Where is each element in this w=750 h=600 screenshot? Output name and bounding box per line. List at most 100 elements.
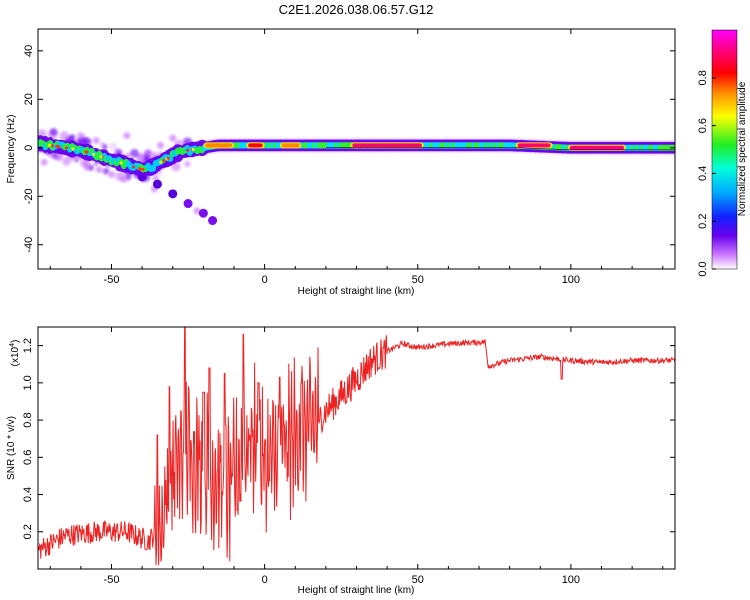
snr-x-tick-label: 50 (412, 574, 424, 586)
snr-y-axis-title: SNR (10 * v/v) (6, 416, 17, 480)
snr-y-ticks: 0.2 0.4 0.6 0.8 1.0 1.2 (22, 338, 675, 539)
spectrogram-scatter-point (77, 132, 85, 140)
spectrogram-scatter-point (120, 175, 128, 183)
spectrogram-scatter-blob (99, 141, 105, 147)
snr-scale-label: (x104) (9, 340, 21, 367)
colorbar-tick-label: 0.2 (697, 214, 709, 229)
snr-x-tick-label: -50 (104, 574, 120, 586)
snr-y-tick-label: 0.6 (22, 450, 34, 465)
spectrogram-scatter-point (123, 132, 131, 140)
svg-text:(x104): (x104) (9, 340, 21, 367)
spectrogram-branch-point (198, 208, 208, 218)
spectrogram-scatter-point (169, 134, 177, 142)
spectrogram-hot-dot (85, 150, 89, 154)
spectrogram-x-axis-title: Height of straight line (km) (298, 286, 415, 297)
spectrogram-scatter-point (92, 137, 100, 145)
spectrogram-scatter-point (108, 170, 115, 178)
colorbar-tick-label: 0.8 (697, 70, 709, 85)
spectrogram-hot-dot (55, 144, 59, 148)
spectrogram-scatter-blob (62, 156, 71, 166)
colorbar-label: Normalized spectral amplitude (737, 81, 748, 216)
spectrogram-hot-dot (186, 148, 190, 152)
snr-x-axis-title: Height of straight line (km) (298, 585, 415, 596)
spectrogram-hot-segment (517, 143, 551, 148)
snr-x-tick-label: 100 (562, 574, 580, 586)
spectrogram-y-tick-label: 0 (23, 145, 35, 151)
spectrogram-branch-point (208, 216, 218, 226)
spectrogram-hot-dot (162, 159, 166, 163)
spectrogram-x-tick-label: 100 (562, 274, 580, 286)
spectrogram-scatter-blob (130, 148, 139, 158)
colorbar-ticks: 0.0 0.2 0.4 0.6 0.8 (697, 70, 716, 277)
snr-scale-exponent: 4 (9, 343, 16, 347)
spectrogram-y-tick-label: 20 (23, 93, 35, 105)
spectrogram-hot-segment (248, 143, 263, 148)
snr-x-tick-label: 0 (262, 574, 268, 586)
spectrogram-scatter-blob (49, 128, 58, 136)
spectrogram-hot-dot (48, 143, 52, 147)
spectrogram-x-tick-label: 0 (262, 274, 268, 286)
spectrogram-layer (38, 128, 675, 226)
spectrogram-y-tick-label: -40 (23, 237, 35, 253)
spectrogram-y-ticks: 40 20 0 -20 -40 (23, 45, 675, 253)
snr-panel: -50 0 50 100 0.2 0.4 0.6 0.8 1.0 1.2 Height of s… (6, 326, 676, 596)
spectrogram-scatter-blob (116, 148, 121, 154)
snr-y-tick-label: 0.8 (22, 412, 34, 427)
spectrogram-x-ticks: -50 0 50 100 (49, 29, 664, 286)
colorbar-frame (711, 29, 738, 270)
spectrogram-hot-dot (50, 144, 54, 148)
spectrogram-ridge-line (325, 147, 675, 151)
spectrogram-hot-dot (159, 160, 163, 164)
spectrogram-hot-segment (569, 145, 624, 150)
colorbar-tick-label: 0.6 (697, 118, 709, 133)
snr-y-tick-label: 0.2 (22, 524, 34, 539)
spectrogram-scatter-point (40, 158, 48, 166)
spectrogram-panel: -50 0 50 100 40 20 0 -20 -40 Height of straight… (6, 28, 676, 297)
spectrogram-scatter-blob (126, 152, 131, 157)
snr-scale-base: (x10 (10, 346, 21, 366)
spectrogram-x-tick-label: 50 (412, 274, 424, 286)
spectrogram-x-tick-label: -50 (104, 274, 120, 286)
snr-y-tick-label: 1.0 (22, 375, 34, 390)
spectrogram-y-tick-label: 40 (23, 45, 35, 57)
spectrogram-scatter-point (95, 166, 103, 174)
snr-x-ticks: -50 0 50 100 (49, 327, 664, 586)
chart-title: C2E1.2026.038.06.57.G12 (279, 2, 434, 17)
spectrogram-hot-dot (92, 152, 96, 156)
spectrogram-scatter-blob (69, 134, 76, 140)
spectrogram-y-tick-label: -20 (23, 188, 35, 204)
spectrogram-scatter-blob (102, 167, 110, 175)
spectrogram-scatter-blob (137, 153, 145, 161)
colorbar-tick-label: 0.0 (697, 261, 709, 276)
colorbar: 0.0 0.2 0.4 0.6 0.8 Normalized spectral ampl… (697, 29, 748, 277)
spectrogram-scatter-point (144, 149, 152, 157)
spectrogram-scatter-point (83, 163, 91, 171)
spectrogram-hot-segment (352, 143, 422, 148)
spectrogram-hot-dot (191, 147, 195, 151)
snr-y-tick-label: 0.4 (22, 487, 34, 502)
spectrogram-branch-point (152, 179, 162, 189)
spectrogram-hot-dot (57, 145, 61, 149)
spectrogram-hot-dot (119, 161, 123, 165)
spectrogram-hot-dot (99, 155, 103, 159)
colorbar-tick-label: 0.4 (697, 166, 709, 181)
spectrogram-hot-dot (141, 167, 145, 171)
spectrogram-hot-dot (64, 146, 68, 150)
snr-y-tick-label: 1.2 (22, 338, 34, 353)
spectrogram-hot-dot (166, 156, 170, 160)
spectrogram-branch-point (168, 189, 178, 199)
spectrogram-scatter-blob (59, 131, 70, 141)
snr-scale-close: ) (10, 340, 21, 343)
snr-series-line (38, 327, 675, 566)
spectrogram-scatter-point (157, 141, 164, 149)
spectrogram-hot-dot (71, 147, 75, 151)
spectrogram-y-axis-title: Frequency (Hz) (6, 115, 17, 184)
snr-plot-area (38, 327, 675, 569)
spectrogram-scatter-blob (184, 160, 191, 168)
spectrogram-hot-segment (205, 143, 232, 148)
spectrogram-hot-dot (138, 167, 142, 171)
spectrogram-scatter-blob (107, 143, 117, 153)
spectrogram-scatter-point (55, 153, 63, 161)
colorbar-gradient (712, 30, 737, 269)
